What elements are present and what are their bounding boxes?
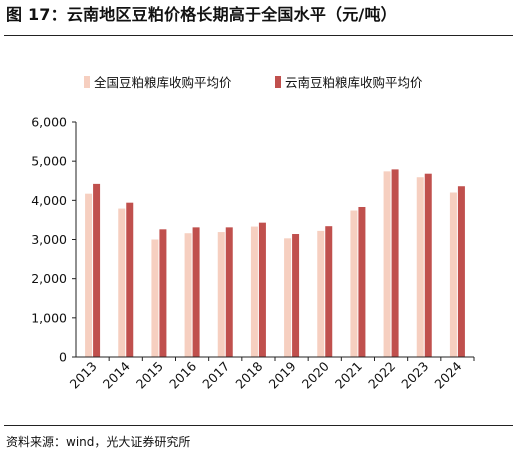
bar-yunnan-2015 — [159, 229, 167, 357]
figure-title: 图 17：云南地区豆粕价格长期高于全国水平（元/吨） — [6, 5, 397, 24]
bar-yunnan-2022 — [391, 169, 399, 357]
bar-yunnan-2018 — [258, 222, 266, 357]
x-tick-label: 2024 — [431, 358, 464, 391]
bar-yunnan-2013 — [93, 183, 101, 357]
y-tick-label: 4,000 — [31, 193, 67, 208]
x-tick-label: 2016 — [166, 358, 199, 391]
legend-swatch — [275, 76, 281, 88]
chart-legend: 全国豆粕粮库收购平均价 云南豆粕粮库收购平均价 — [84, 75, 423, 90]
title-divider — [4, 35, 513, 36]
bar-yunnan-2014 — [126, 202, 134, 357]
bar-yunnan-2020 — [325, 226, 333, 357]
bar-yunnan-2023 — [424, 173, 432, 357]
x-tick-label: 2014 — [100, 358, 133, 391]
bar-yunnan-2024 — [457, 186, 465, 357]
bar-national-2019 — [284, 238, 292, 357]
bar-national-2023 — [416, 177, 424, 357]
legend-label: 云南豆粕粮库收购平均价 — [285, 75, 423, 90]
x-tick-label: 2020 — [299, 358, 332, 391]
x-tick-label: 2023 — [398, 359, 431, 392]
y-tick-label: 5,000 — [31, 154, 67, 169]
y-tick-label: 1,000 — [31, 310, 67, 325]
bar-yunnan-2017 — [225, 227, 233, 357]
legend-swatch — [84, 76, 90, 88]
x-axis: 2013 2014 2015 2016 2017 2018 2019 2020 2021 2022… — [67, 356, 475, 392]
bar-national-2020 — [317, 230, 325, 357]
bar-national-2016 — [184, 233, 192, 357]
bar-national-2013 — [85, 193, 93, 357]
bar-national-2022 — [383, 171, 391, 357]
bar-national-2014 — [118, 208, 126, 357]
bar-national-2017 — [217, 232, 225, 357]
bar-national-2021 — [350, 210, 358, 357]
x-tick-label: 2018 — [232, 358, 265, 391]
bar-national-2018 — [250, 226, 258, 357]
bar-national-2024 — [449, 192, 457, 357]
x-tick-label: 2019 — [266, 358, 299, 391]
bar-yunnan-2019 — [292, 234, 300, 357]
y-tick-label: 0 — [59, 350, 67, 365]
x-tick-label: 2015 — [133, 359, 166, 392]
bar-series — [85, 169, 465, 357]
x-tick-label: 2013 — [67, 359, 100, 392]
y-tick-label: 3,000 — [31, 232, 67, 247]
bar-chart: 全国豆粕粮库收购平均价 云南豆粕粮库收购平均价 0 1,000 2,000 3,000 4… — [31, 75, 475, 392]
x-tick-label: 2022 — [365, 359, 398, 392]
y-tick-label: 6,000 — [31, 115, 67, 130]
y-axis: 0 1,000 2,000 3,000 4,000 5,000 6,000 — [31, 115, 77, 365]
x-tick-label: 2021 — [332, 359, 365, 392]
bar-national-2015 — [151, 239, 159, 357]
legend-label: 全国豆粕粮库收购平均价 — [94, 75, 232, 90]
y-tick-label: 2,000 — [31, 271, 67, 286]
x-tick-label: 2017 — [199, 359, 232, 392]
source-note: 资料来源：wind，光大证券研究所 — [6, 435, 191, 449]
footer-divider — [4, 425, 513, 426]
bar-yunnan-2021 — [358, 206, 366, 357]
bar-yunnan-2016 — [192, 227, 200, 357]
